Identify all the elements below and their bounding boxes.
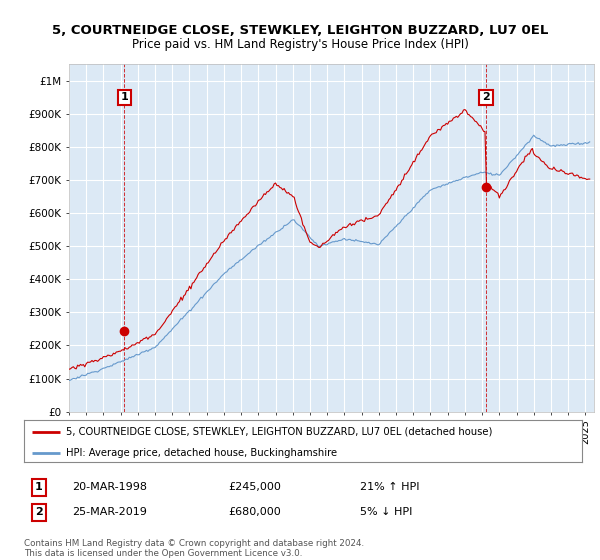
- Text: Contains HM Land Registry data © Crown copyright and database right 2024.
This d: Contains HM Land Registry data © Crown c…: [24, 539, 364, 558]
- Text: 5, COURTNEIDGE CLOSE, STEWKLEY, LEIGHTON BUZZARD, LU7 0EL: 5, COURTNEIDGE CLOSE, STEWKLEY, LEIGHTON…: [52, 24, 548, 36]
- Text: £680,000: £680,000: [228, 507, 281, 517]
- Text: 1: 1: [35, 482, 43, 492]
- Text: 21% ↑ HPI: 21% ↑ HPI: [360, 482, 419, 492]
- Text: 5% ↓ HPI: 5% ↓ HPI: [360, 507, 412, 517]
- Text: 20-MAR-1998: 20-MAR-1998: [72, 482, 147, 492]
- Text: Price paid vs. HM Land Registry's House Price Index (HPI): Price paid vs. HM Land Registry's House …: [131, 38, 469, 51]
- Text: 2: 2: [35, 507, 43, 517]
- Text: £245,000: £245,000: [228, 482, 281, 492]
- Text: HPI: Average price, detached house, Buckinghamshire: HPI: Average price, detached house, Buck…: [66, 448, 337, 458]
- Text: 1: 1: [121, 92, 128, 102]
- Text: 5, COURTNEIDGE CLOSE, STEWKLEY, LEIGHTON BUZZARD, LU7 0EL (detached house): 5, COURTNEIDGE CLOSE, STEWKLEY, LEIGHTON…: [66, 427, 492, 437]
- Text: 2: 2: [482, 92, 490, 102]
- Text: 25-MAR-2019: 25-MAR-2019: [72, 507, 147, 517]
